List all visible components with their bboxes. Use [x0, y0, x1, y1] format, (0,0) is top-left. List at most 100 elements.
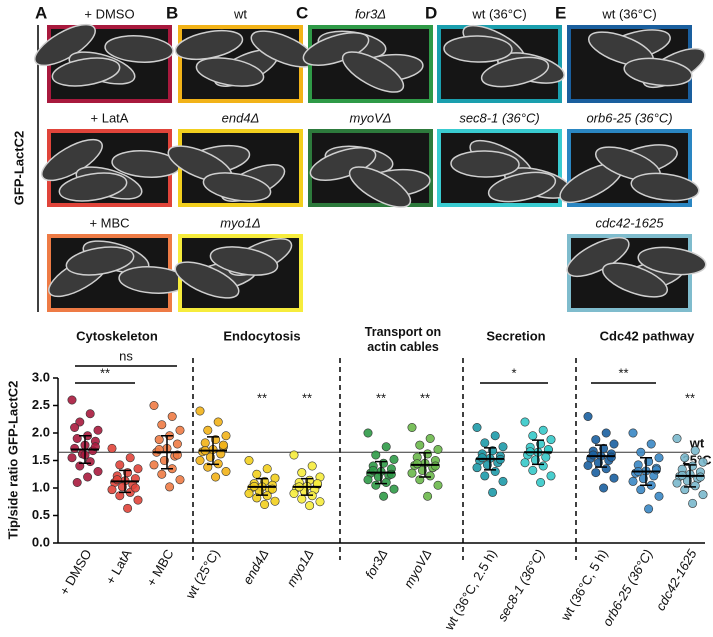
data-point [651, 465, 661, 475]
x-tick-label: end4Δ [240, 547, 272, 587]
x-tick-label: + LatA [103, 546, 135, 587]
panel-caption: myoVΔ [350, 110, 392, 125]
data-point [415, 440, 425, 450]
data-point [115, 460, 125, 470]
data-point [67, 453, 77, 463]
data-point [85, 409, 95, 419]
data-point [680, 453, 690, 463]
data-point [381, 477, 391, 487]
data-point [175, 425, 185, 435]
data-point [157, 420, 167, 430]
data-point [115, 491, 125, 501]
data-point [157, 469, 167, 479]
data-point [472, 422, 482, 432]
panel-caption: + LatA [91, 110, 129, 125]
data-point [70, 422, 80, 432]
cell [302, 32, 370, 66]
panel-caption: for3Δ [355, 6, 386, 21]
data-point [389, 454, 399, 464]
data-point [480, 471, 490, 481]
y-tick-label: 1.5 [32, 452, 50, 467]
significance-label: ** [257, 390, 267, 405]
cell [51, 57, 121, 87]
side-label: GFP-LactC2 [11, 131, 26, 205]
data-point [125, 453, 135, 463]
data-point [149, 460, 159, 470]
data-point [407, 422, 417, 432]
y-tick-label: 1.0 [32, 479, 50, 494]
data-point [412, 459, 422, 469]
cell [487, 171, 557, 203]
data-point [536, 477, 546, 487]
data-point [480, 438, 490, 448]
data-point [490, 431, 500, 441]
data-point [546, 435, 556, 445]
data-point [221, 466, 231, 476]
data-point [690, 446, 700, 456]
data-point [498, 476, 508, 486]
panel-letter: D [425, 3, 437, 22]
data-point [371, 450, 381, 460]
data-point [646, 439, 656, 449]
data-point [175, 475, 185, 485]
cell [174, 261, 240, 299]
cell [202, 172, 272, 202]
data-point [221, 431, 231, 441]
data-point [112, 475, 122, 485]
data-point [195, 455, 205, 465]
data-point [83, 472, 93, 482]
data-point [386, 469, 396, 479]
data-point [381, 442, 391, 452]
cell [195, 57, 265, 87]
cell [623, 57, 693, 87]
x-tick-label: sec8-1 (36°C) [494, 547, 547, 624]
data-point [130, 483, 140, 493]
data-point [546, 471, 556, 481]
x-tick-label: wt (36°C, 5 h) [557, 547, 610, 624]
data-point [695, 472, 705, 482]
data-point [528, 465, 538, 475]
data-point [498, 442, 508, 452]
data-point [591, 435, 601, 445]
data-point [315, 497, 325, 507]
data-point [520, 458, 530, 468]
x-tick-label: wt (25°C) [182, 547, 223, 602]
cell [341, 51, 405, 93]
data-point [218, 440, 228, 450]
x-tick-label: myoVΔ [401, 547, 435, 591]
data-point [636, 447, 646, 457]
data-point [698, 457, 708, 467]
data-point [644, 504, 654, 514]
y-tick-label: 2.5 [32, 397, 50, 412]
data-point [690, 481, 700, 491]
data-point [672, 478, 682, 488]
y-tick-label: 0.0 [32, 534, 50, 549]
panel-letter: C [296, 3, 308, 22]
data-point [133, 464, 143, 474]
panel-caption: + DMSO [84, 6, 134, 21]
panel-caption: cdc42-1625 [596, 215, 665, 230]
data-point [407, 468, 417, 478]
data-point [67, 395, 77, 405]
data-point [430, 461, 440, 471]
data-point [425, 433, 435, 443]
y-tick-label: 0.5 [32, 507, 50, 522]
data-point [528, 431, 538, 441]
x-tick-label: + DMSO [56, 547, 94, 598]
data-point [688, 498, 698, 508]
panel-caption: wt (36°C) [601, 6, 656, 21]
data-point [154, 435, 164, 445]
data-point [488, 487, 498, 497]
data-point [93, 466, 103, 476]
section-title: Endocytosis [223, 328, 300, 343]
cell [443, 35, 513, 63]
significance-label: * [511, 365, 516, 380]
data-point [423, 491, 433, 501]
panel-caption: end4Δ [222, 110, 260, 125]
significance-label: ** [420, 390, 430, 405]
data-point [698, 490, 708, 500]
panel-caption: sec8-1 (36°C) [459, 110, 539, 125]
data-point [195, 406, 205, 416]
significance-label: ns [119, 348, 133, 363]
data-point [289, 488, 299, 498]
